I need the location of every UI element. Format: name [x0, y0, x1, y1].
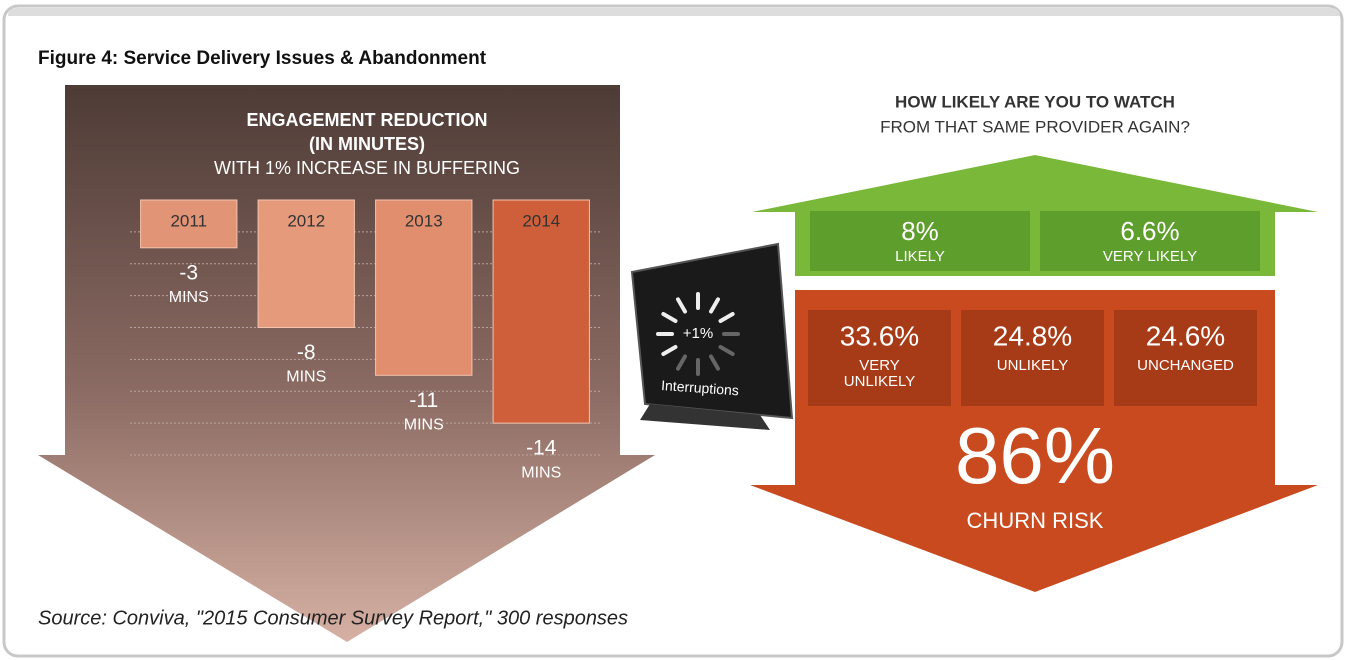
- answer-box: [808, 310, 951, 406]
- value-label: -3: [179, 261, 198, 284]
- bar: [492, 199, 590, 424]
- bar-chart: 2011 -3 MINS 2012 -8 MINS 2013 -11 MINS 2014 -14 MI…: [130, 199, 600, 481]
- answer-label: UNLIKELY: [997, 357, 1068, 374]
- tv-badge: +1%: [683, 325, 713, 342]
- x-tick-label: 2013: [405, 211, 443, 230]
- figure-title: Figure 4: Service Delivery Issues & Aban…: [38, 48, 487, 69]
- survey-question: FROM THAT SAME PROVIDER AGAIN?: [880, 117, 1190, 136]
- answer-label: VERY: [859, 357, 900, 374]
- tv: +1% Interruptions: [630, 242, 794, 430]
- chart-title: ENGAGEMENT REDUCTION: [246, 110, 487, 130]
- x-tick-label: 2011: [170, 211, 207, 230]
- spinner-tick: [661, 345, 678, 356]
- answer-share: 24.8%: [993, 320, 1072, 351]
- spinner-tick: [709, 297, 720, 314]
- value-unit: MINS: [404, 417, 444, 434]
- x-tick-label: 2014: [522, 211, 560, 230]
- answer-share: 33.6%: [840, 320, 919, 351]
- value-label: -11: [409, 389, 438, 412]
- answer-label: UNLIKELY: [844, 373, 915, 390]
- survey-question: HOW LIKELY ARE YOU TO WATCH: [895, 92, 1175, 111]
- answer-box: [810, 211, 1030, 271]
- chart-subtitle: WITH 1% INCREASE IN BUFFERING: [214, 158, 520, 178]
- spinner-tick: [676, 297, 687, 314]
- value-unit: MINS: [286, 369, 326, 386]
- answer-box: [1040, 211, 1260, 271]
- source: Source: Conviva, "2015 Consumer Survey R…: [38, 607, 628, 629]
- answer-box: [961, 310, 1104, 406]
- answer-share: 8%: [901, 216, 939, 246]
- tv-caption: Interruptions: [661, 377, 740, 398]
- bar: [375, 199, 473, 376]
- value-unit: MINS: [521, 464, 561, 481]
- spinner-tick: [661, 312, 678, 323]
- answer-box: [1114, 310, 1257, 406]
- churn-share: 86%: [955, 411, 1115, 500]
- churn-label: CHURN RISK: [967, 508, 1104, 533]
- chart-title: (IN MINUTES): [309, 134, 425, 154]
- answer-label: UNCHANGED: [1137, 357, 1234, 374]
- answer-label: VERY LIKELY: [1103, 248, 1197, 265]
- answer-share: 6.6%: [1120, 216, 1179, 246]
- spinner-tick: [676, 354, 687, 371]
- spinner-tick: [718, 312, 735, 323]
- value-label: -8: [297, 341, 316, 364]
- answer-label: LIKELY: [895, 248, 945, 265]
- bar: [140, 199, 238, 249]
- x-tick-label: 2012: [287, 211, 325, 230]
- spinner: [656, 292, 740, 376]
- spinner-tick: [718, 345, 735, 356]
- value-label: -14: [526, 437, 557, 460]
- spinner-tick: [709, 354, 720, 371]
- value-unit: MINS: [169, 289, 209, 306]
- bar: [257, 199, 355, 328]
- frame-top: [8, 8, 1340, 16]
- answer-share: 24.6%: [1146, 320, 1225, 351]
